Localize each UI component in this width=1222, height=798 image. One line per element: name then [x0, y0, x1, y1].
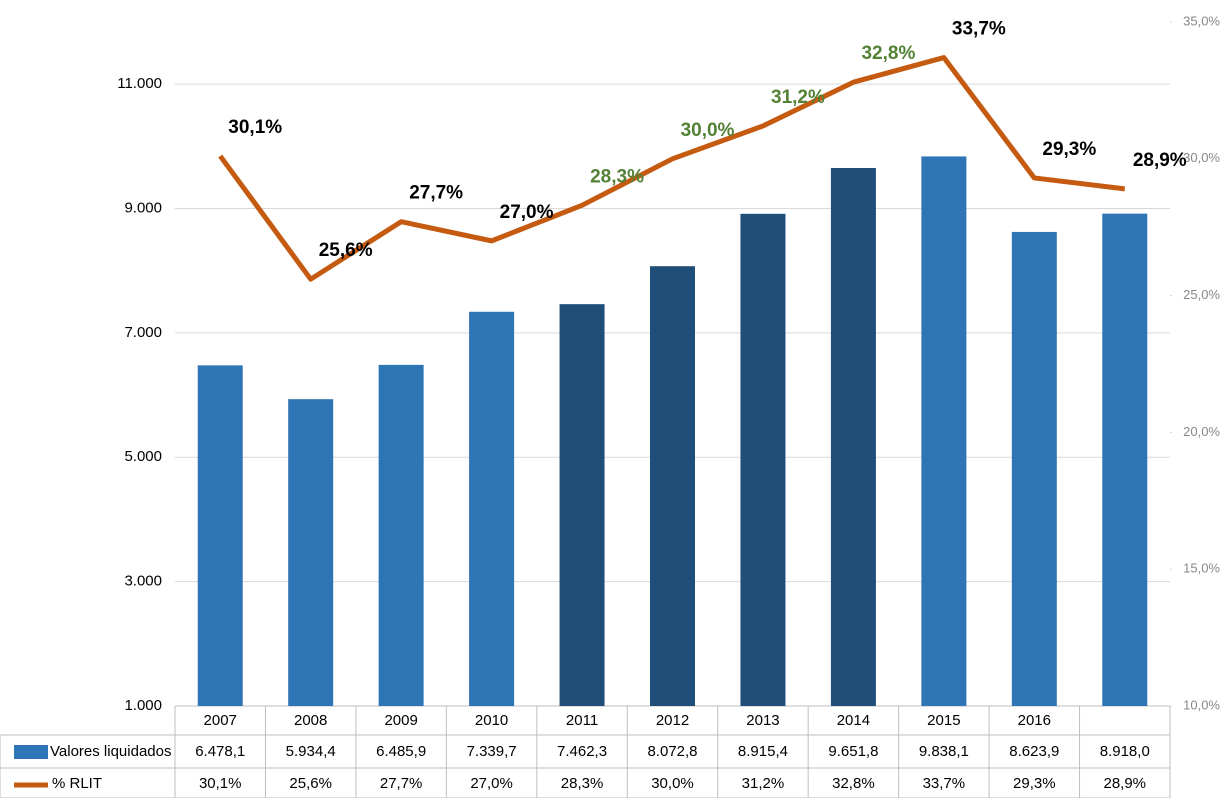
y-tick-label: 7.000 — [124, 324, 162, 341]
x-tick-label: 2014 — [837, 712, 870, 729]
y2-tick-label: 20,0% — [1183, 424, 1220, 439]
y2-tick-label: 15,0% — [1183, 561, 1220, 576]
y-tick-label: 1.000 — [124, 697, 162, 714]
table-value: 8.915,4 — [738, 743, 788, 760]
bar — [740, 213, 786, 706]
data-label: 28,9% — [1133, 150, 1187, 171]
table-value: 25,6% — [289, 775, 332, 792]
table-value: 6.478,1 — [195, 743, 245, 760]
legend-label: % RLIT — [52, 775, 102, 792]
x-tick-label: 2012 — [656, 712, 689, 729]
table-value: 8.623,9 — [1009, 743, 1059, 760]
data-label: 25,6% — [319, 240, 373, 261]
data-label: 33,7% — [952, 19, 1006, 40]
bar — [378, 364, 424, 706]
legend-swatch — [14, 745, 48, 759]
table-value: 8.918,0 — [1100, 743, 1150, 760]
bar — [650, 266, 695, 706]
x-tick-label: 2007 — [204, 712, 237, 729]
y-tick-label: 9.000 — [124, 200, 162, 217]
data-label: 29,3% — [1042, 139, 1096, 160]
y2-tick-label: 30,0% — [1183, 150, 1220, 165]
table-value: 29,3% — [1013, 775, 1056, 792]
bar — [1011, 231, 1057, 706]
data-label: 32,8% — [861, 43, 915, 64]
bar — [469, 311, 515, 706]
data-label: 30,1% — [228, 117, 282, 138]
bar — [288, 399, 334, 706]
y2-tick-label: 10,0% — [1183, 697, 1220, 712]
y2-tick-label: 35,0% — [1183, 13, 1220, 28]
x-tick-label: 2009 — [384, 712, 417, 729]
y2-tick-label: 25,0% — [1183, 287, 1220, 302]
bar — [197, 365, 243, 706]
table-value: 9.651,8 — [828, 743, 878, 760]
table-value: 27,7% — [380, 775, 423, 792]
data-label: 27,7% — [409, 183, 463, 204]
table-value: 6.485,9 — [376, 743, 426, 760]
table-value: 7.339,7 — [467, 743, 517, 760]
y-tick-label: 11.000 — [117, 75, 162, 92]
x-tick-label: 2010 — [475, 712, 508, 729]
line — [218, 55, 1126, 282]
data-label: 27,0% — [500, 202, 554, 223]
table-value: 28,9% — [1103, 775, 1146, 792]
table-value: 33,7% — [923, 775, 966, 792]
table-value: 28,3% — [561, 775, 604, 792]
data-label: 30,0% — [681, 120, 735, 141]
y-tick-label: 5.000 — [124, 448, 162, 465]
data-label: 28,3% — [590, 166, 644, 187]
legend-label: Valores liquidados — [50, 743, 171, 760]
table-value: 30,1% — [199, 775, 242, 792]
x-tick-label: 2008 — [294, 712, 327, 729]
table-value: 31,2% — [742, 775, 785, 792]
bar — [921, 156, 967, 706]
x-tick-label: 2013 — [746, 712, 779, 729]
table-value: 32,8% — [832, 775, 875, 792]
bar — [1102, 213, 1148, 707]
x-tick-label: 2016 — [1018, 712, 1051, 729]
x-tick-label: 2011 — [566, 712, 598, 729]
x-tick-label: 2015 — [927, 712, 960, 729]
table-value: 7.462,3 — [557, 743, 607, 760]
bar — [559, 304, 605, 706]
table-value: 8.072,8 — [647, 743, 697, 760]
table-value: 30,0% — [651, 775, 694, 792]
bar — [830, 168, 876, 706]
table-value: 27,0% — [470, 775, 513, 792]
y-tick-label: 3.000 — [124, 573, 162, 590]
table-value: 9.838,1 — [919, 743, 969, 760]
data-label: 31,2% — [771, 87, 825, 108]
table-value: 5.934,4 — [286, 743, 336, 760]
